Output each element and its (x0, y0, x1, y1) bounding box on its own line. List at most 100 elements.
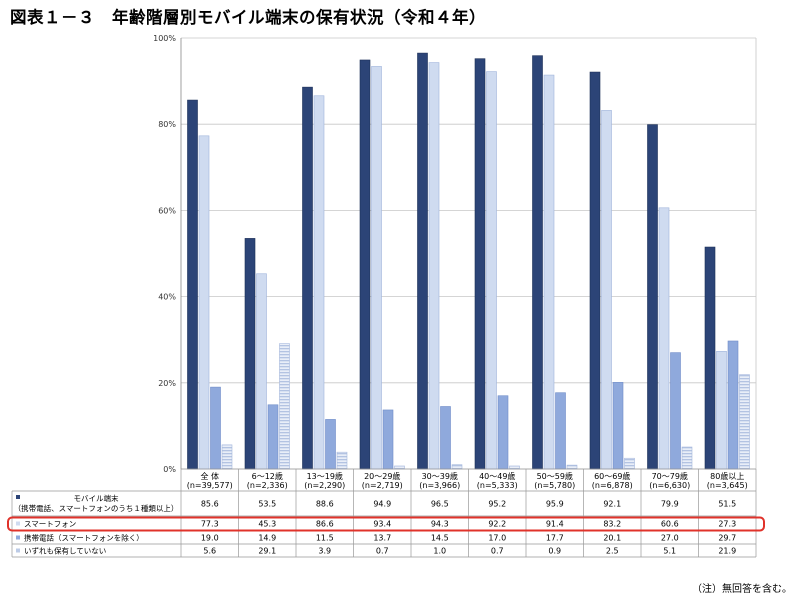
bar (566, 464, 578, 470)
category-label: 80歳以上 (710, 471, 744, 481)
data-label: 14.9 (258, 534, 276, 543)
data-label: 13.7 (373, 534, 391, 543)
y-tick-label: 60% (158, 206, 176, 215)
bar (658, 207, 670, 470)
y-axis: 0% 20% 40% 60% 80% 100% (153, 34, 757, 474)
bar (716, 351, 727, 470)
data-label: 94.9 (373, 500, 391, 509)
bar (589, 71, 601, 470)
bar (221, 444, 233, 470)
data-label: 19.0 (201, 534, 219, 543)
chart-title: 図表１－３ 年齢階層別モバイル端末の保有状況（令和４年） (10, 8, 486, 27)
data-label: 92.1 (603, 500, 621, 509)
series-name-detail: （携帯電話、スマートフォンのうち１種類以上） (14, 503, 179, 513)
category-label: 6～12歳 (252, 471, 283, 481)
category-label: 60～69歳 (594, 471, 630, 481)
bar (704, 246, 716, 470)
bars (187, 52, 750, 470)
bar (509, 465, 520, 470)
bar (187, 99, 198, 470)
category-label: 13～19歳 (307, 471, 343, 481)
category-label: 30～39歳 (422, 471, 458, 481)
data-label: 79.9 (661, 500, 679, 509)
bar (555, 392, 566, 470)
data-label: 91.4 (546, 520, 564, 529)
data-label: 27.0 (661, 534, 679, 543)
data-label: 88.6 (316, 500, 334, 509)
category-label: 全 体 (200, 471, 219, 481)
data-label: 0.7 (491, 547, 504, 556)
bar (670, 352, 681, 470)
series-name: モバイル端末 (74, 493, 119, 503)
data-label: 21.9 (718, 547, 736, 556)
series-name: 携帯電話（スマートフォンを除く） (24, 533, 144, 543)
y-tick-label: 20% (158, 379, 176, 388)
data-label: 0.7 (376, 547, 389, 556)
bar (198, 135, 210, 470)
category-n-label: (n=5,333) (477, 481, 518, 490)
category-n-label: (n=6,630) (649, 481, 690, 490)
data-label: 93.4 (373, 520, 391, 529)
data-label: 45.3 (258, 520, 276, 529)
category-n-label: (n=3,966) (419, 481, 460, 490)
bar (681, 446, 693, 470)
category-label: 50～59歳 (537, 471, 573, 481)
bar (612, 382, 624, 470)
category-n-label: (n=6,878) (592, 481, 633, 490)
grid-lines (181, 37, 756, 470)
data-label: 77.3 (201, 520, 219, 529)
bar (394, 465, 405, 470)
bar (336, 451, 348, 470)
bar (371, 66, 382, 470)
data-label: 83.2 (603, 520, 621, 529)
data-label: 5.1 (663, 547, 676, 556)
bar (417, 52, 428, 470)
bar (382, 409, 394, 470)
bar (739, 374, 750, 470)
legend-swatch (16, 521, 20, 526)
bar (210, 386, 221, 470)
highlight-box (7, 516, 765, 532)
data-label: 51.5 (718, 500, 736, 509)
data-label: 27.3 (718, 520, 736, 529)
y-tick-label: 40% (158, 293, 176, 302)
bar (313, 95, 325, 470)
data-label: 95.9 (546, 500, 564, 509)
data-label: 3.9 (318, 547, 331, 556)
y-tick-label: 100% (153, 34, 176, 43)
bar (601, 110, 612, 470)
category-n-label: (n=39,577) (187, 481, 233, 490)
data-label: 11.5 (316, 534, 334, 543)
footnote: （注）無回答を含む。 (692, 584, 792, 595)
data-label: 5.6 (203, 547, 216, 556)
series-name: いずれも保有していない (24, 546, 106, 556)
bar (428, 62, 440, 470)
legend-swatch (16, 548, 20, 553)
category-label: 40～49歳 (479, 471, 515, 481)
data-label: 1.0 (433, 547, 446, 556)
legend-swatch (16, 535, 20, 540)
bar (440, 406, 451, 470)
bar (727, 340, 739, 470)
y-tick-label: 80% (158, 120, 176, 129)
data-label: 96.5 (431, 500, 449, 509)
bar (486, 71, 497, 470)
data-label: 14.5 (431, 534, 449, 543)
data-label: 29.1 (258, 547, 276, 556)
bar (267, 404, 279, 470)
data-label: 20.1 (603, 534, 621, 543)
bar (302, 86, 313, 470)
data-label: 0.9 (548, 547, 561, 556)
bar (532, 55, 543, 470)
data-label: 92.2 (488, 520, 506, 529)
data-table: 全 体(n=39,577) 6～12歳(n=2,336) 13～19歳(n=2,29… (7, 468, 765, 558)
bar (325, 419, 336, 470)
data-label: 94.3 (431, 520, 449, 529)
category-n-label: (n=2,290) (304, 481, 345, 490)
data-label: 53.5 (258, 500, 276, 509)
y-tick-label: 0% (163, 465, 176, 474)
data-label: 95.2 (488, 500, 506, 509)
data-label: 17.0 (488, 534, 506, 543)
series-name: スマートフォン (24, 520, 76, 529)
bar (497, 395, 509, 470)
